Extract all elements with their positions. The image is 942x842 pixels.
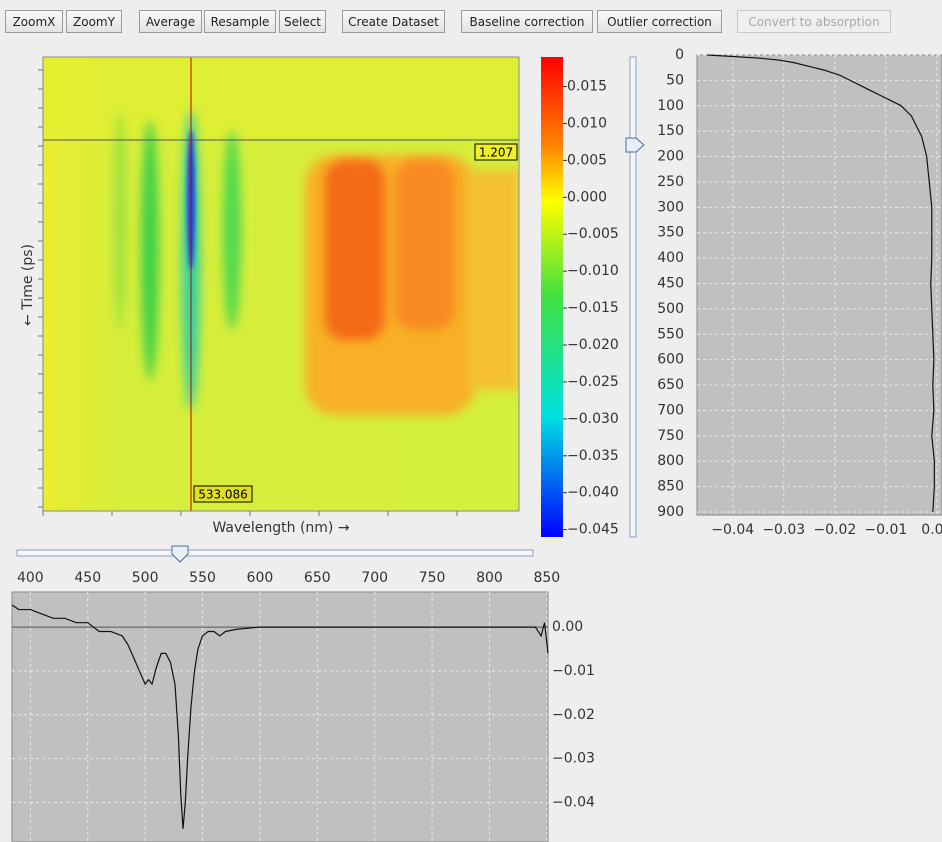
toolbar-button[interactable]: Select [279,10,326,33]
x-tick-label: 650 [304,570,331,586]
x-tick-label: −0.04 [711,522,754,538]
colorbar-tick-label: −0.015 [567,300,619,316]
y-tick-label: 500 [657,301,684,317]
x-axis-label: Wavelength (nm) → [212,520,349,536]
y-tick-label: −0.04 [552,795,595,811]
y-tick-label: 100 [657,98,684,114]
colorbar-tick-label: −0.010 [567,263,619,279]
y-tick-label: −0.02 [552,707,595,723]
y-tick-label: −0.03 [552,751,595,767]
y-tick-label: 700 [657,402,684,418]
y-tick-label: 850 [657,479,684,495]
x-tick-label: 500 [132,570,159,586]
colorbar-tick-label: −0.030 [567,411,619,427]
x-tick-label: 850 [533,570,560,586]
y-tick-label: 450 [657,276,684,292]
y-tick-label: 900 [657,504,684,520]
y-tick-label: 600 [657,352,684,368]
x-tick-label: −0.01 [864,522,907,538]
y-tick-label: 300 [657,199,684,215]
y-tick-label: 350 [657,225,684,241]
colorbar-tick-label: −0.040 [567,485,619,501]
wavelength-slider-track[interactable] [16,549,534,557]
time-slider-thumb[interactable] [625,137,645,153]
colorbar-tick-label: 0.000 [567,189,607,205]
toolbar-button[interactable]: Baseline correction [461,10,593,33]
x-tick-label: 800 [476,570,503,586]
colorbar-tick-label: −0.035 [567,448,619,464]
toolbar-button: Convert to absorption [737,10,891,33]
x-tick-label: 750 [419,570,446,586]
x-tick-label: 700 [361,570,388,586]
heatmap-frame [42,56,520,512]
cursor-time: 1.207 [479,146,513,160]
colorbar-tick-label: 0.005 [567,152,607,168]
y-tick-label: 550 [657,326,684,342]
toolbar-button[interactable]: Average [139,10,202,33]
colorbar-tick-label: 0.010 [567,115,607,131]
y-tick-label: 400 [657,250,684,266]
colorbar-tick-label: −0.020 [567,337,619,353]
y-tick-label: 650 [657,377,684,393]
toolbar-button[interactable]: ZoomX [5,10,63,33]
y-tick-label: 750 [657,428,684,444]
toolbar-button[interactable]: Resample [204,10,276,33]
x-tick-label: 450 [74,570,101,586]
toolbar-button[interactable]: Create Dataset [342,10,445,33]
y-tick-label: 250 [657,174,684,190]
y-tick-label: 200 [657,149,684,165]
cursor-time-box [474,143,518,161]
x-tick-label: −0.02 [813,522,856,538]
y-tick-label: −0.01 [552,663,595,679]
x-tick-label: 600 [247,570,274,586]
time-slider-track[interactable] [629,56,637,538]
heatmap [43,57,519,511]
x-tick-label: 550 [189,570,216,586]
x-tick-label: 0.00 [921,522,942,538]
x-tick-label: −0.03 [762,522,805,538]
colorbar-tick-label: 0.015 [567,79,607,95]
time-trace-area [696,54,942,516]
toolbar-button[interactable]: Outlier correction [597,10,722,33]
colorbar [541,57,563,537]
colorbar-tick-label: −0.005 [567,226,619,242]
y-tick-label: 0.00 [552,619,583,635]
y-tick-label: 0 [675,47,684,63]
cursor-wavelength: 533.086 [198,488,248,502]
data-line [11,604,549,829]
y-tick-label: 50 [666,72,684,88]
spectrum-area [11,591,549,842]
x-tick-label: 400 [17,570,44,586]
y-tick-label: 800 [657,453,684,469]
data-line [707,54,935,513]
colorbar-tick-label: −0.025 [567,374,619,390]
toolbar-button[interactable]: ZoomY [66,10,122,33]
y-tick-label: 150 [657,123,684,139]
colorbar-tick-label: −0.045 [567,522,619,538]
cursor-wavelength-box [193,485,253,503]
y-axis-label: ← Time (ps) [20,244,36,326]
wavelength-slider-thumb[interactable] [171,545,189,563]
